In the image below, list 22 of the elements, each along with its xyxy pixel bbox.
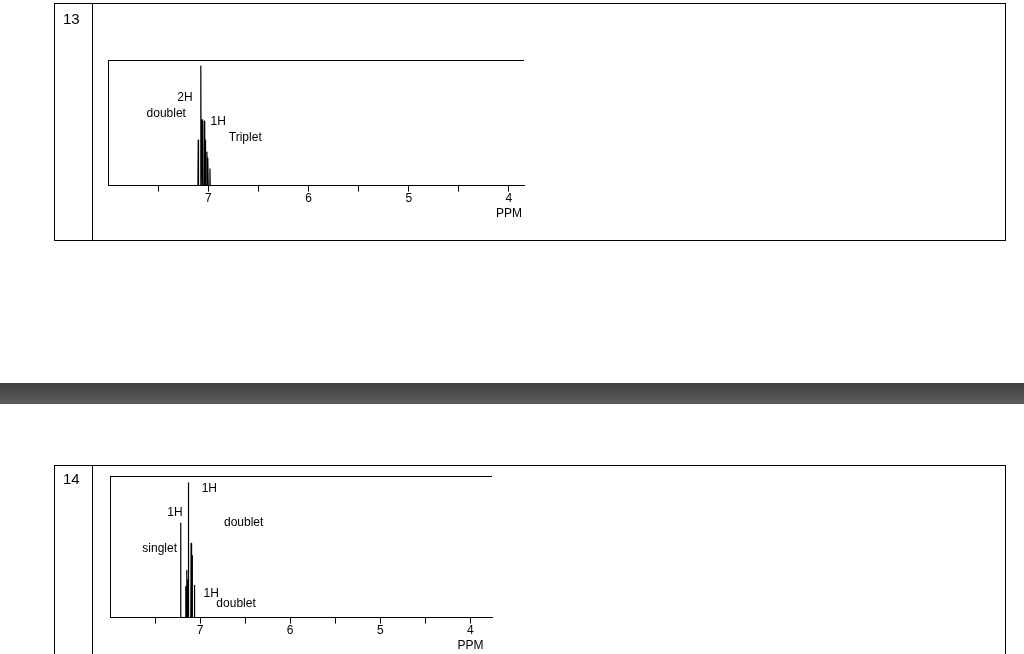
annotation: 1H (203, 585, 219, 600)
x-tick-label: 5 (405, 191, 413, 206)
x-axis-title: PPM (495, 205, 522, 220)
annotation: singlet (142, 540, 178, 555)
annotation: doublet (146, 106, 187, 121)
annotation: doublet (224, 515, 265, 530)
x-tick-label: 7 (196, 623, 204, 638)
annotation: Triplet (228, 130, 263, 145)
chart-title: 13 (63, 10, 80, 27)
annotation: doublet (216, 595, 257, 610)
x-axis-title: PPM (457, 637, 484, 652)
x-tick-label: 6 (305, 191, 313, 206)
annotation: 1H (201, 481, 217, 496)
x-tick-label: 4 (505, 191, 513, 206)
annotation: 1H (167, 505, 183, 520)
x-tick-label: 5 (376, 623, 384, 638)
x-tick-label: 7 (204, 191, 212, 206)
x-tick-label: 4 (467, 623, 475, 638)
x-tick-label: 6 (286, 623, 294, 638)
annotation: 1H (210, 113, 226, 128)
chart-title: 14 (63, 470, 80, 487)
annotation: 2H (177, 89, 193, 104)
